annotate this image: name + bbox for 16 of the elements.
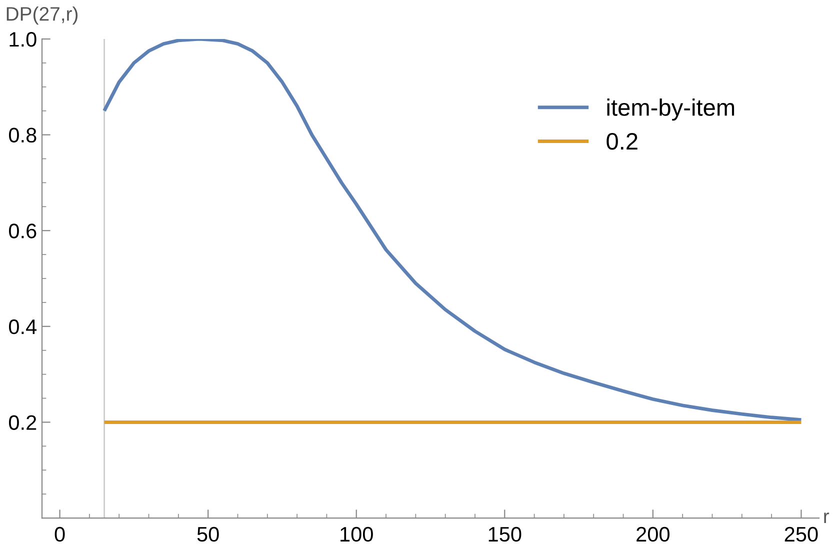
y-axis-title: DP(27,r) [6, 6, 78, 25]
x-tick-label: 50 [197, 526, 219, 542]
y-tick-label: 0.4 [8, 319, 37, 334]
y-tick-label: 1.0 [10, 32, 36, 47]
y-tick-label: 0.6 [8, 224, 36, 238]
y-tick-label: 0.2 [8, 415, 36, 430]
x-axis-title: r [824, 512, 830, 524]
x-tick-label: 150 [488, 526, 522, 542]
legend-label: item-by-item [607, 98, 734, 121]
legend-label: 0.2 [606, 133, 638, 150]
y-tick-label: 0.8 [8, 128, 36, 143]
line-series [102, 38, 803, 422]
x-tick-label: 250 [784, 526, 818, 542]
x-tick-label: 0 [54, 526, 65, 542]
x-tick-label: 200 [636, 526, 670, 542]
x-tick-label: 100 [340, 526, 373, 542]
